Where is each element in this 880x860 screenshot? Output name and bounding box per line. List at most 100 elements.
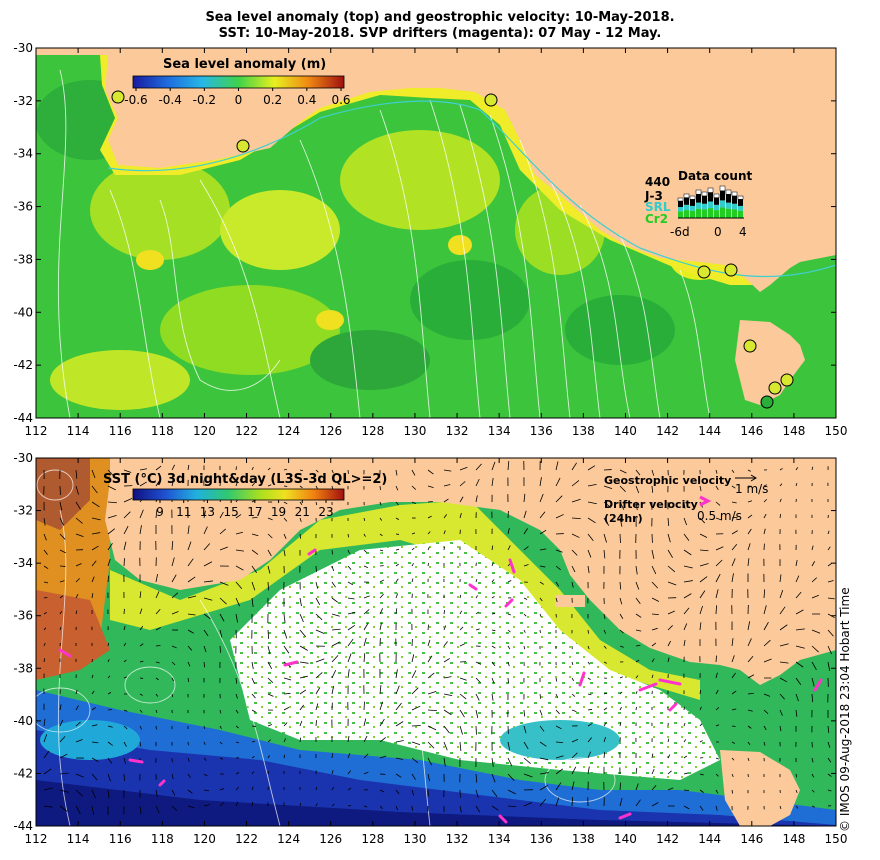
dc-tick-end: 4 xyxy=(739,225,747,239)
sla-field xyxy=(36,80,730,410)
x-tick-label: 134 xyxy=(488,832,511,846)
x-tick-label: 144 xyxy=(698,832,721,846)
colorbar-tick-label: 0.2 xyxy=(263,93,282,107)
x-tick-label: 126 xyxy=(319,424,342,438)
title-line-2: SST: 10-May-2018. SVP drifters (magenta)… xyxy=(218,26,662,41)
x-tick-label: 114 xyxy=(67,424,90,438)
mission-j3: J-3 xyxy=(644,189,663,203)
drifter-tracks xyxy=(58,548,823,824)
x-tick-label: 118 xyxy=(151,424,174,438)
velocity-legend: Geostrophic velocity 1 m/s Drifter veloc… xyxy=(604,474,768,525)
shelf-break-line xyxy=(107,100,836,278)
drifter-scale-arrow xyxy=(699,495,712,507)
geostrophic-velocity-arrows xyxy=(43,461,835,815)
y-tick-label: -34 xyxy=(13,556,33,570)
geo-velocity-label: Geostrophic velocity xyxy=(604,474,731,487)
y-tick-label: -42 xyxy=(13,358,33,372)
title-line-1: Sea level anomaly (top) and geostrophic … xyxy=(205,10,675,25)
x-tick-label: 144 xyxy=(698,424,721,438)
data-count-inset: 440 Data count J-3 SRL Cr2 -6d 0 4 xyxy=(644,169,753,239)
data-count-number: 440 xyxy=(645,175,670,189)
sla-colorbar-title: Sea level anomaly (m) xyxy=(163,57,326,72)
sla-colorbar-ticks: -0.6 -0.4 -0.2 0 0.2 0.4 0.6 xyxy=(124,88,351,107)
y-tick-label: -36 xyxy=(13,609,33,623)
colorbar-tick-label: 19 xyxy=(271,505,286,519)
x-tick-label: 146 xyxy=(740,424,763,438)
colorbar-tick-label: -0.6 xyxy=(124,93,147,107)
colorbar-tick-label: 11 xyxy=(176,505,191,519)
x-tick-label: 112 xyxy=(25,424,48,438)
bottom-y-axis: -30 -32 -34 -36 -38 -40 -42 -44 xyxy=(13,451,836,833)
sst-colorbar-ticks: 9 11 13 15 17 19 21 23 xyxy=(156,500,334,519)
colorbar-tick-label: 13 xyxy=(200,505,215,519)
y-tick-label: -32 xyxy=(13,504,33,518)
ssh-contours xyxy=(57,69,711,418)
sla-colorbar xyxy=(132,75,345,89)
imos-credit: © IMOS 09-Aug-2018 23:04 Hobart Time xyxy=(838,587,852,832)
x-tick-label: 136 xyxy=(530,832,553,846)
colorbar-tick-label: -0.4 xyxy=(158,93,181,107)
colorbar-tick-label: 0.6 xyxy=(331,93,350,107)
x-tick-label: 130 xyxy=(403,424,426,438)
x-tick-label: 128 xyxy=(361,832,384,846)
data-count-title: Data count xyxy=(678,169,753,183)
x-tick-label: 142 xyxy=(656,424,679,438)
x-tick-label: 138 xyxy=(572,832,595,846)
drifter-velocity-sub: (24hr) xyxy=(604,512,643,525)
colorbar-tick-label: 17 xyxy=(247,505,262,519)
x-tick-label: 120 xyxy=(193,424,216,438)
geo-scale-value: 1 m/s xyxy=(735,482,768,496)
colorbar-tick-label: 15 xyxy=(224,505,239,519)
x-tick-label: 118 xyxy=(151,832,174,846)
dc-tick-start: -6d xyxy=(670,225,690,239)
x-tick-label: 128 xyxy=(361,424,384,438)
y-tick-label: -40 xyxy=(13,305,33,319)
top-y-axis: -30 -32 -34 -36 -38 -40 -42 -44 xyxy=(13,41,836,425)
sst-field xyxy=(36,458,836,826)
sst-map-panel: 112 114 116 118 120 122 124 126 128 130 132 134 136 1… xyxy=(13,451,848,846)
drifter-scale-value: 0.5 m/s xyxy=(697,509,742,523)
bottom-x-axis: 112 114 116 118 120 122 124 126 128 130 132 134 136 1… xyxy=(25,458,848,846)
y-tick-label: -38 xyxy=(13,252,33,266)
top-x-axis: 112 114 116 118 120 122 124 126 128 130 132 134 136 1… xyxy=(25,48,848,438)
x-tick-label: 116 xyxy=(109,424,132,438)
colorbar-tick-label: 0.4 xyxy=(297,93,316,107)
x-tick-label: 122 xyxy=(235,424,258,438)
colorbar-tick-label: 0 xyxy=(235,93,243,107)
x-tick-label: 148 xyxy=(782,832,805,846)
y-tick-label: -40 xyxy=(13,714,33,728)
y-tick-label: -36 xyxy=(13,200,33,214)
x-tick-label: 112 xyxy=(25,832,48,846)
x-tick-label: 146 xyxy=(740,832,763,846)
sea-level-map-panel: 112 114 116 118 120 122 124 126 128 130 132 134 136 1… xyxy=(13,41,848,438)
y-tick-label: -34 xyxy=(13,147,33,161)
x-tick-label: 130 xyxy=(403,832,426,846)
y-tick-label: -38 xyxy=(13,661,33,675)
colorbar-tick-label: 21 xyxy=(295,505,310,519)
tide-gauges xyxy=(111,90,794,409)
x-tick-label: 114 xyxy=(67,832,90,846)
x-tick-label: 120 xyxy=(193,832,216,846)
y-tick-label: -32 xyxy=(13,94,33,108)
x-tick-label: 124 xyxy=(277,832,300,846)
x-tick-label: 140 xyxy=(614,424,637,438)
data-count-bars xyxy=(677,185,744,219)
colorbar-tick-label: 23 xyxy=(318,505,333,519)
x-tick-label: 116 xyxy=(109,832,132,846)
x-tick-label: 150 xyxy=(825,424,848,438)
x-tick-label: 148 xyxy=(782,424,805,438)
x-tick-label: 126 xyxy=(319,832,342,846)
x-tick-label: 136 xyxy=(530,424,553,438)
sst-colorbar xyxy=(132,488,345,501)
x-tick-label: 122 xyxy=(235,832,258,846)
x-tick-label: 142 xyxy=(656,832,679,846)
y-tick-label: -44 xyxy=(13,819,33,833)
colorbar-tick-label: -0.2 xyxy=(193,93,216,107)
y-tick-label: -30 xyxy=(13,41,33,55)
mission-srl: SRL xyxy=(645,200,671,214)
x-tick-label: 132 xyxy=(446,832,469,846)
x-tick-label: 124 xyxy=(277,424,300,438)
x-tick-label: 132 xyxy=(446,424,469,438)
x-tick-label: 140 xyxy=(614,832,637,846)
x-tick-label: 150 xyxy=(825,832,848,846)
